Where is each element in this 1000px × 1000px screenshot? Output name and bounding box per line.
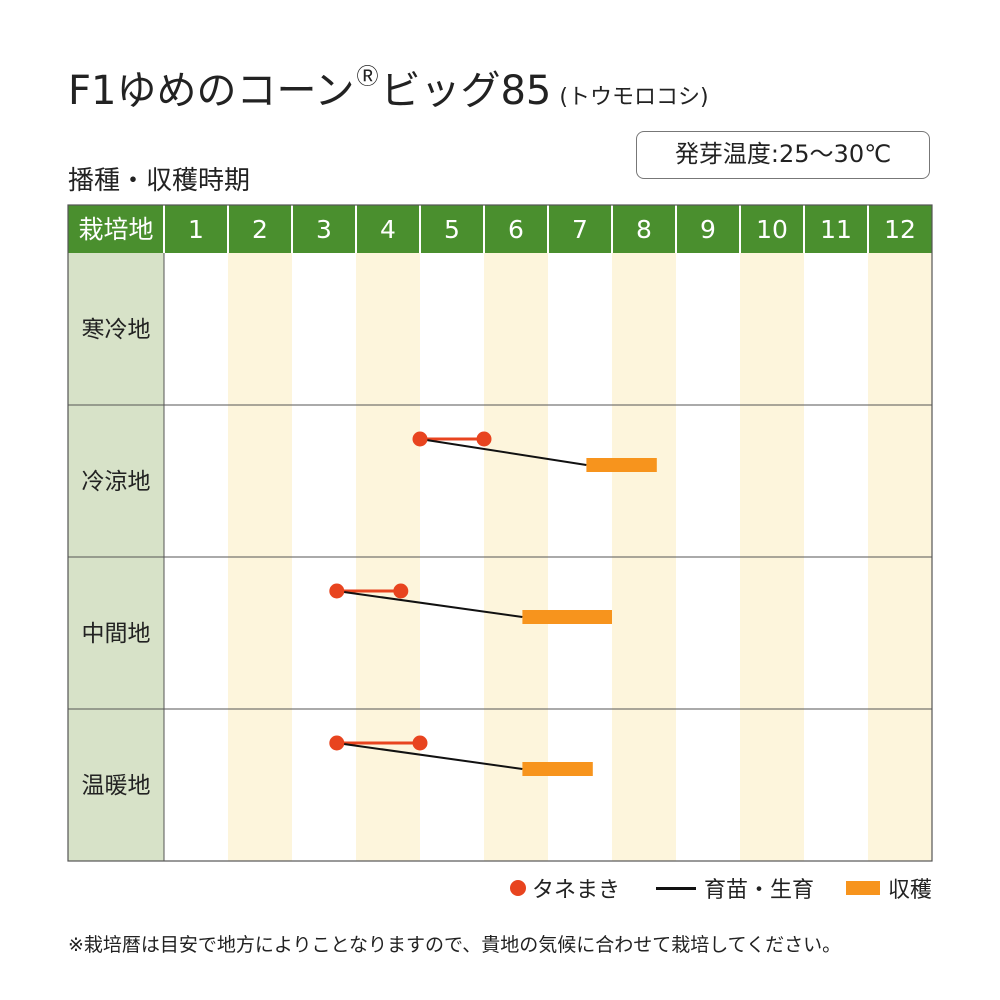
month-label: 1 bbox=[188, 215, 204, 244]
growth-line bbox=[336, 590, 523, 618]
harvest-bar bbox=[522, 762, 593, 776]
region-label: 中間地 bbox=[82, 621, 151, 647]
title-main2: ビッグ85 bbox=[380, 68, 552, 114]
month-label: 9 bbox=[700, 215, 716, 244]
region-label: 冷涼地 bbox=[82, 469, 151, 495]
sowing-start-dot bbox=[329, 735, 345, 751]
month-label: 2 bbox=[252, 215, 268, 244]
section-label: 播種・収穫時期 bbox=[68, 166, 251, 196]
footnote: ※栽培暦は目安で地方によりことなりますので、貴地の気候に合わせて栽培してください… bbox=[68, 934, 842, 956]
legend-harvest-label: 収穫 bbox=[888, 878, 933, 903]
legend-item-sowing: タネまき bbox=[510, 872, 620, 904]
month-label: 7 bbox=[572, 215, 588, 244]
germination-temp-badge: 発芽温度:25〜30℃ bbox=[636, 131, 930, 179]
page-title: F1ゆめのコーンⓇビッグ85 (トウモロコシ) bbox=[68, 58, 709, 116]
month-label: 4 bbox=[380, 215, 396, 244]
title-subtitle: (トウモロコシ) bbox=[559, 85, 709, 110]
sowing-start-dot bbox=[412, 431, 428, 447]
region-label: 寒冷地 bbox=[82, 317, 151, 343]
month-label: 8 bbox=[636, 215, 652, 244]
harvest-bar bbox=[522, 610, 612, 624]
legend-item-growth: 育苗・生育 bbox=[656, 872, 814, 904]
month-label: 3 bbox=[316, 215, 332, 244]
legend-growth-label: 育苗・生育 bbox=[704, 878, 815, 903]
legend-sowing-label: タネまき bbox=[532, 878, 621, 903]
month-label: 6 bbox=[508, 215, 524, 244]
harvest-bar-icon bbox=[846, 881, 880, 895]
header-region-label: 栽培地 bbox=[78, 215, 153, 244]
header-bar bbox=[68, 205, 932, 253]
month-label: 5 bbox=[444, 215, 460, 244]
sowing-dot-icon bbox=[510, 880, 526, 896]
title-main: F1ゆめのコーン bbox=[68, 68, 355, 114]
growth-line bbox=[419, 438, 587, 466]
month-label: 11 bbox=[820, 215, 852, 244]
sowing-end-dot bbox=[412, 735, 428, 751]
sowing-end-dot bbox=[393, 583, 409, 599]
growth-line bbox=[336, 742, 523, 770]
growth-line-icon bbox=[656, 886, 696, 890]
month-label: 12 bbox=[884, 215, 916, 244]
registered-mark-icon: Ⓡ bbox=[356, 65, 379, 90]
table-border bbox=[67, 204, 933, 862]
sowing-end-dot bbox=[476, 431, 492, 447]
month-label: 10 bbox=[756, 215, 788, 244]
region-label: 温暖地 bbox=[82, 773, 151, 799]
harvest-bar bbox=[586, 458, 657, 472]
sowing-start-dot bbox=[329, 583, 345, 599]
legend-item-harvest: 収穫 bbox=[846, 872, 932, 904]
